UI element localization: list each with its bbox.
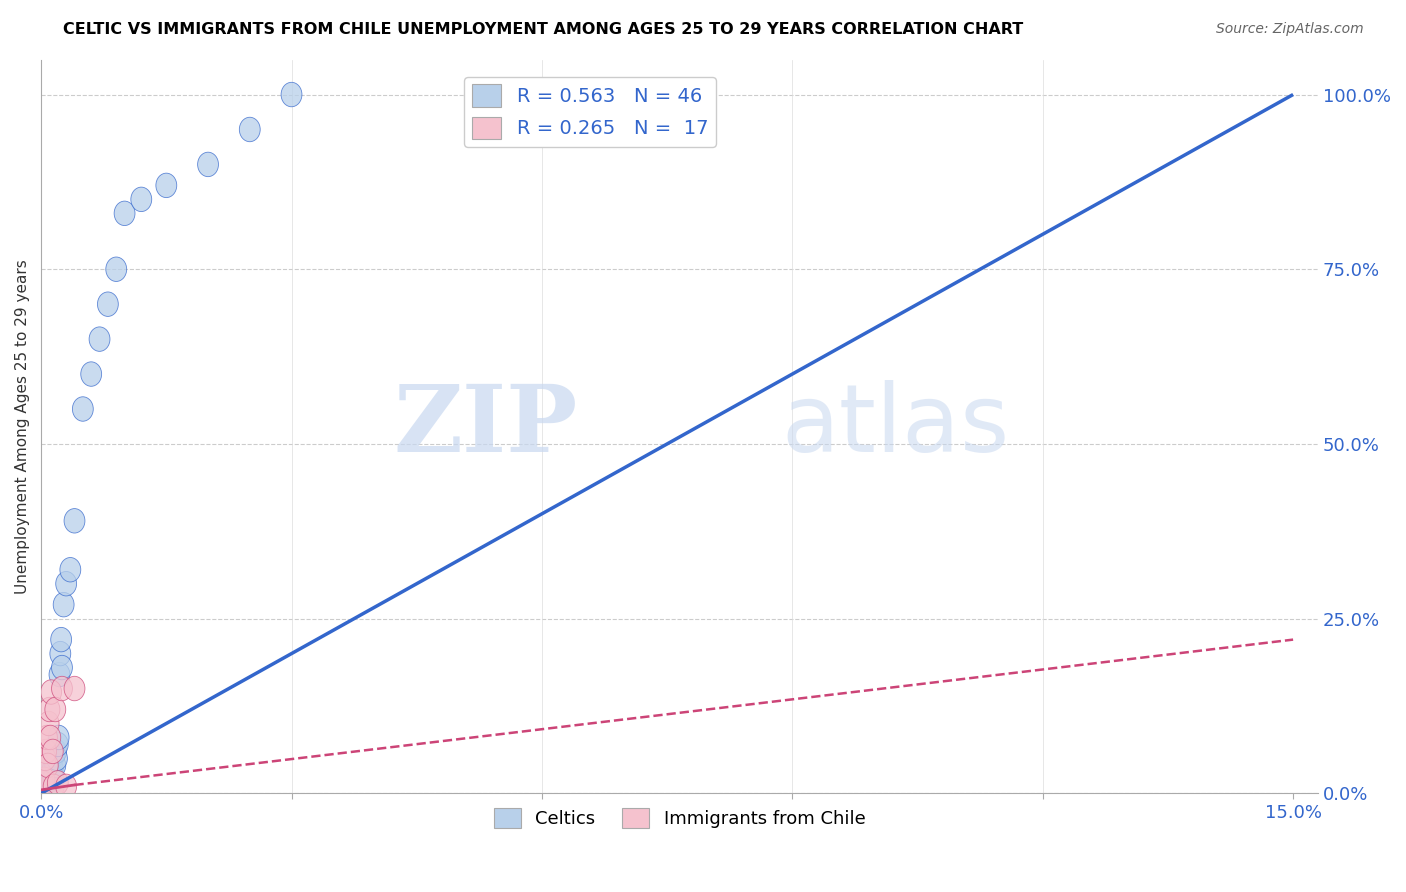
Ellipse shape	[239, 117, 260, 142]
Ellipse shape	[37, 725, 58, 749]
Ellipse shape	[42, 739, 63, 764]
Ellipse shape	[46, 739, 66, 764]
Ellipse shape	[39, 725, 60, 749]
Ellipse shape	[114, 201, 135, 226]
Ellipse shape	[35, 767, 56, 791]
Ellipse shape	[44, 774, 65, 798]
Ellipse shape	[35, 739, 56, 764]
Ellipse shape	[38, 771, 58, 795]
Ellipse shape	[131, 187, 152, 211]
Ellipse shape	[105, 257, 127, 282]
Ellipse shape	[52, 676, 73, 701]
Text: Source: ZipAtlas.com: Source: ZipAtlas.com	[1216, 22, 1364, 37]
Ellipse shape	[42, 767, 62, 791]
Ellipse shape	[32, 767, 53, 791]
Ellipse shape	[34, 760, 55, 785]
Ellipse shape	[281, 82, 302, 107]
Text: atlas: atlas	[782, 381, 1010, 473]
Ellipse shape	[39, 698, 60, 722]
Ellipse shape	[38, 769, 59, 793]
Ellipse shape	[49, 641, 70, 665]
Ellipse shape	[52, 656, 73, 680]
Ellipse shape	[35, 747, 56, 771]
Text: ZIP: ZIP	[394, 382, 578, 472]
Ellipse shape	[35, 756, 56, 781]
Ellipse shape	[32, 771, 53, 795]
Ellipse shape	[48, 725, 69, 749]
Ellipse shape	[38, 711, 59, 736]
Ellipse shape	[42, 760, 62, 785]
Ellipse shape	[41, 680, 62, 705]
Ellipse shape	[44, 743, 65, 767]
Ellipse shape	[42, 764, 63, 789]
Ellipse shape	[97, 292, 118, 317]
Ellipse shape	[39, 771, 60, 795]
Ellipse shape	[80, 362, 101, 386]
Ellipse shape	[89, 326, 110, 351]
Ellipse shape	[39, 764, 60, 789]
Ellipse shape	[35, 771, 56, 795]
Ellipse shape	[56, 572, 76, 596]
Ellipse shape	[73, 397, 93, 421]
Ellipse shape	[41, 765, 62, 790]
Legend: Celtics, Immigrants from Chile: Celtics, Immigrants from Chile	[486, 800, 873, 836]
Ellipse shape	[49, 663, 70, 687]
Ellipse shape	[56, 774, 76, 798]
Ellipse shape	[51, 627, 72, 652]
Ellipse shape	[44, 765, 65, 790]
Ellipse shape	[38, 753, 58, 778]
Ellipse shape	[198, 153, 218, 177]
Ellipse shape	[65, 676, 84, 701]
Ellipse shape	[46, 747, 67, 771]
Ellipse shape	[42, 756, 63, 781]
Ellipse shape	[34, 767, 55, 791]
Text: CELTIC VS IMMIGRANTS FROM CHILE UNEMPLOYMENT AMONG AGES 25 TO 29 YEARS CORRELATI: CELTIC VS IMMIGRANTS FROM CHILE UNEMPLOY…	[63, 22, 1024, 37]
Ellipse shape	[45, 753, 66, 778]
Ellipse shape	[48, 732, 69, 756]
Ellipse shape	[37, 774, 58, 798]
Ellipse shape	[39, 769, 60, 793]
Ellipse shape	[65, 508, 84, 533]
Ellipse shape	[41, 771, 62, 795]
Ellipse shape	[60, 558, 80, 582]
Ellipse shape	[156, 173, 177, 198]
Ellipse shape	[53, 592, 75, 617]
Ellipse shape	[39, 772, 60, 797]
Ellipse shape	[48, 771, 69, 795]
Ellipse shape	[38, 767, 58, 791]
Ellipse shape	[45, 698, 66, 722]
Y-axis label: Unemployment Among Ages 25 to 29 years: Unemployment Among Ages 25 to 29 years	[15, 259, 30, 594]
Ellipse shape	[34, 764, 53, 789]
